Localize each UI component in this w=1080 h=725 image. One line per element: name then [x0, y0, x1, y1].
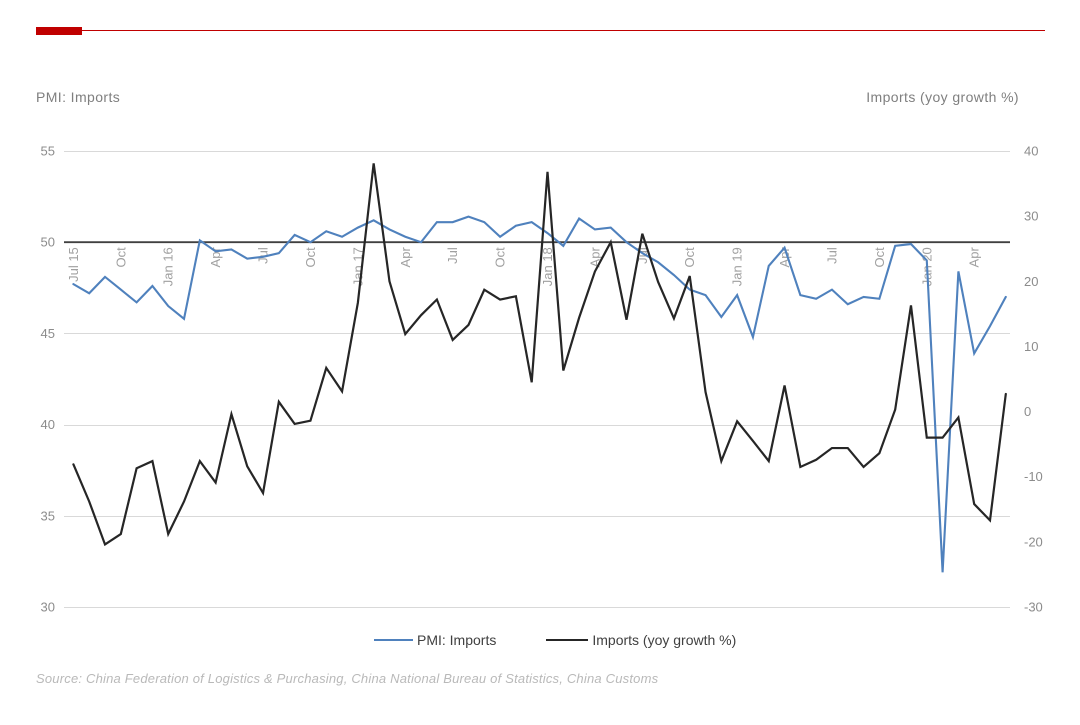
left-axis-tick-55: 55 [41, 144, 55, 159]
x-axis-tick-jan-19: Jan 19 [730, 247, 745, 286]
legend-label-2: Imports (yoy growth %) [592, 632, 737, 648]
legend-swatch-2 [546, 639, 589, 641]
left-axis-title: PMI: Imports [36, 89, 121, 105]
right-axis-title: Imports (yoy growth %) [866, 89, 1019, 105]
right-axis-tick-30: 30 [1024, 209, 1038, 224]
right-axis-tick--20: -20 [1024, 534, 1043, 549]
right-axis-tick-20: 20 [1024, 274, 1038, 289]
header-accent-rule [36, 30, 1045, 32]
x-axis-tick-apr: Apr [967, 247, 982, 268]
chart-legend: PMI: Imports Imports (yoy growth %) [374, 631, 736, 649]
legend-swatch-1 [374, 639, 413, 641]
left-axis-tick-30: 30 [41, 600, 55, 615]
right-axis-tick-10: 10 [1024, 339, 1038, 354]
right-axis-tick-40: 40 [1024, 144, 1038, 159]
x-axis-tick-oct: Oct [872, 247, 887, 268]
x-axis-tick-apr: Apr [587, 247, 602, 268]
source-note: Source: China Federation of Logistics & … [36, 671, 659, 686]
legend-label-1: PMI: Imports [417, 632, 497, 648]
header-accent-bar [36, 27, 82, 35]
right-axis-tick-0: 0 [1024, 404, 1031, 419]
x-axis-tick-oct: Oct [303, 247, 318, 268]
x-axis-tick-jul: Jul [445, 247, 460, 264]
x-axis-tick-jan-18: Jan 18 [540, 247, 555, 286]
right-axis-tick--30: -30 [1024, 600, 1043, 615]
series-line-pmi-imports [72, 215, 1007, 573]
series-line-imports-yoy-growth [72, 163, 1007, 547]
left-axis-tick-35: 35 [41, 508, 55, 523]
left-axis-tick-45: 45 [41, 326, 55, 341]
x-axis-tick-jan-16: Jan 16 [161, 247, 176, 286]
left-axis-tick-40: 40 [41, 417, 55, 432]
x-axis-tick-jul: Jul [824, 247, 839, 264]
x-axis-tick-apr: Apr [398, 247, 413, 268]
x-axis-tick-jul: Jul [256, 247, 271, 264]
x-axis-tick-oct: Oct [493, 247, 508, 268]
right-axis-tick--10: -10 [1024, 469, 1043, 484]
x-axis-tick-oct: Oct [682, 247, 697, 268]
x-axis-tick-oct: Oct [113, 247, 128, 268]
x-axis-tick-jul-15: Jul 15 [66, 247, 81, 282]
left-axis-tick-50: 50 [41, 235, 55, 250]
